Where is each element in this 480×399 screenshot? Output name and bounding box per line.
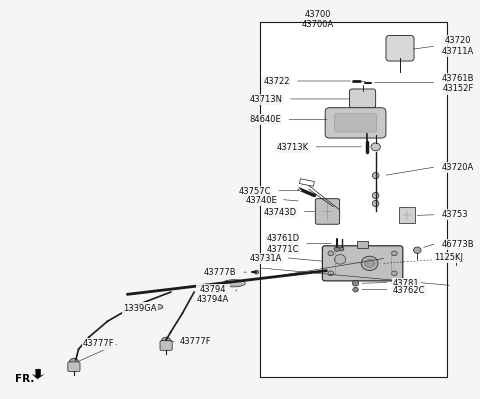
Circle shape — [339, 247, 344, 251]
Text: 1125KJ: 1125KJ — [434, 253, 463, 262]
Text: 43777F: 43777F — [180, 338, 212, 346]
Text: 43743D: 43743D — [264, 208, 297, 217]
FancyBboxPatch shape — [386, 36, 414, 61]
FancyBboxPatch shape — [315, 199, 340, 224]
Circle shape — [328, 251, 334, 256]
FancyBboxPatch shape — [323, 246, 403, 281]
FancyBboxPatch shape — [160, 341, 172, 350]
Bar — [357, 241, 368, 248]
Text: 43761D
43771C: 43761D 43771C — [266, 235, 300, 254]
Text: 84640E: 84640E — [249, 115, 281, 124]
Text: 43777B: 43777B — [204, 268, 236, 277]
Circle shape — [371, 143, 380, 151]
Circle shape — [335, 255, 346, 264]
Text: 43713K: 43713K — [276, 143, 309, 152]
Circle shape — [392, 271, 397, 276]
FancyBboxPatch shape — [349, 89, 376, 108]
Text: 43720
43711A: 43720 43711A — [442, 36, 474, 55]
Text: 43761B
43152F: 43761B 43152F — [442, 74, 475, 93]
FancyBboxPatch shape — [398, 207, 415, 223]
Ellipse shape — [372, 200, 379, 207]
Circle shape — [392, 251, 397, 256]
Text: 1339GA: 1339GA — [123, 304, 157, 312]
Text: 43713N: 43713N — [250, 95, 283, 104]
Text: 43794
43794A: 43794 43794A — [197, 285, 229, 304]
Text: 46773B: 46773B — [442, 240, 475, 249]
Polygon shape — [32, 369, 44, 379]
Text: 43762C: 43762C — [393, 286, 425, 295]
Text: 43753: 43753 — [442, 210, 469, 219]
Circle shape — [161, 337, 171, 345]
Polygon shape — [300, 179, 314, 186]
Circle shape — [69, 358, 79, 366]
Circle shape — [365, 259, 374, 267]
Text: 43757C: 43757C — [239, 187, 271, 196]
FancyBboxPatch shape — [325, 108, 386, 138]
Circle shape — [361, 256, 378, 271]
Text: 43777F: 43777F — [83, 340, 115, 348]
Circle shape — [334, 247, 340, 251]
Ellipse shape — [226, 281, 242, 286]
FancyBboxPatch shape — [68, 362, 80, 371]
Text: FR.: FR. — [15, 374, 35, 384]
Text: 43720A: 43720A — [442, 163, 474, 172]
Ellipse shape — [154, 304, 163, 309]
Text: 43722: 43722 — [264, 77, 290, 86]
Circle shape — [352, 280, 359, 286]
Text: 43781: 43781 — [393, 279, 420, 288]
Ellipse shape — [372, 192, 379, 199]
Text: 43740E: 43740E — [245, 196, 277, 205]
Text: 43731A: 43731A — [249, 254, 282, 263]
Text: 43700
43700A: 43700 43700A — [302, 10, 334, 30]
Ellipse shape — [372, 172, 379, 179]
Circle shape — [254, 270, 259, 274]
Circle shape — [353, 287, 359, 292]
Ellipse shape — [223, 280, 245, 287]
Circle shape — [328, 271, 334, 276]
Circle shape — [414, 247, 421, 253]
Circle shape — [453, 255, 459, 261]
FancyBboxPatch shape — [335, 114, 377, 132]
Bar — [260, 22, 447, 377]
